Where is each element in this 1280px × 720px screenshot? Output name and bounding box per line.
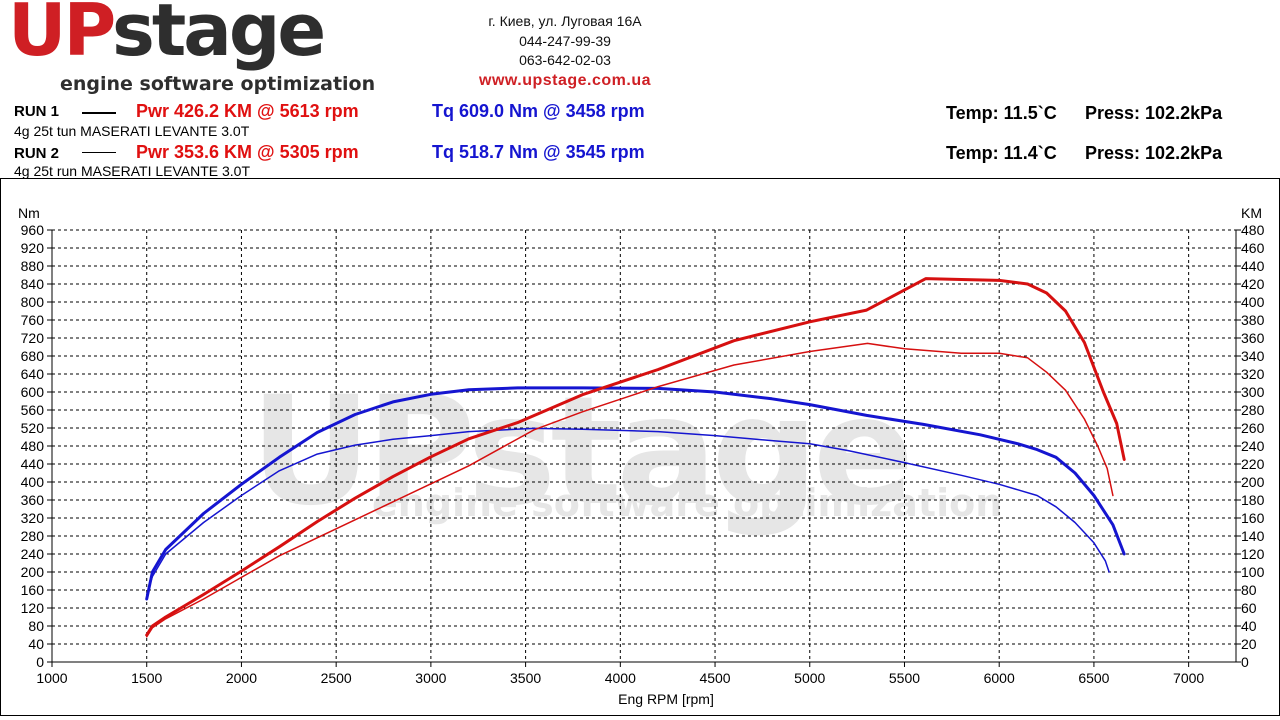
x-tick-label: 2000 [226, 670, 257, 686]
y-right-tick-label: 160 [1241, 510, 1265, 526]
y-right-tick-label: 200 [1241, 474, 1265, 490]
y-right-axis-title: KM [1241, 205, 1262, 221]
x-tick-label: 1500 [131, 670, 162, 686]
y-left-tick-label: 800 [21, 294, 45, 310]
y-left-tick-label: 80 [28, 618, 44, 634]
y-left-axis-title: Nm [18, 205, 40, 221]
y-right-tick-label: 420 [1241, 276, 1265, 292]
x-tick-label: 5500 [889, 670, 920, 686]
y-left-tick-label: 440 [21, 456, 45, 472]
y-left-tick-label: 320 [21, 510, 45, 526]
y-right-tick-label: 400 [1241, 294, 1265, 310]
y-left-tick-label: 640 [21, 366, 45, 382]
y-right-tick-label: 360 [1241, 330, 1265, 346]
y-left-tick-label: 200 [21, 564, 45, 580]
y-right-tick-label: 260 [1241, 420, 1265, 436]
address-text: г. Киев, ул. Луговая 16А [488, 13, 642, 29]
run-1-power: Pwr 426.2 KM @ 5613 rpm [136, 101, 359, 121]
y-right-tick-label: 120 [1241, 546, 1265, 562]
run-2-description: 4g 25t run MASERATI LEVANTE 3.0T [14, 163, 251, 179]
run-2-line-key [82, 152, 116, 153]
y-right-tick-label: 0 [1241, 654, 1249, 670]
y-left-tick-label: 960 [21, 222, 45, 238]
y-left-tick-label: 240 [21, 546, 45, 562]
y-left-tick-label: 280 [21, 528, 45, 544]
y-left-tick-label: 680 [21, 348, 45, 364]
y-right-tick-label: 340 [1241, 348, 1265, 364]
series-line-2 [145, 427, 1110, 596]
dyno-chart: UPstage engine software optimization 0 0 4… [0, 178, 1280, 716]
y-right-tick-label: 20 [1241, 636, 1257, 652]
phone-2-text: 063-642-02-03 [519, 52, 611, 68]
run-2-temp: Temp: 11.4`C [946, 143, 1057, 163]
y-right-tick-label: 460 [1241, 240, 1265, 256]
x-tick-label: 3500 [510, 670, 541, 686]
y-left-tick-label: 920 [21, 240, 45, 256]
y-right-tick-label: 280 [1241, 402, 1265, 418]
y-left-tick-label: 760 [21, 312, 45, 328]
y-right-tick-label: 480 [1241, 222, 1265, 238]
y-left-tick-label: 400 [21, 474, 45, 490]
y-right-tick-label: 440 [1241, 258, 1265, 274]
y-right-tick-label: 240 [1241, 438, 1265, 454]
run-2-power: Pwr 353.6 KM @ 5305 rpm [136, 142, 359, 162]
run-1-line-key [82, 112, 116, 114]
y-left-tick-label: 880 [21, 258, 45, 274]
brand-logo-up: UP [8, 0, 115, 72]
x-tick-label: 6500 [1078, 670, 1109, 686]
series-line-4 [145, 342, 1114, 638]
x-tick-label: 4500 [699, 670, 730, 686]
y-right-tick-label: 140 [1241, 528, 1265, 544]
run-2-label: RUN 2 [14, 145, 60, 162]
y-right-tick-label: 300 [1241, 384, 1265, 400]
y-left-tick-label: 560 [21, 402, 45, 418]
y-left-tick-label: 600 [21, 384, 45, 400]
y-right-tick-label: 60 [1241, 600, 1257, 616]
y-right-tick-label: 180 [1241, 492, 1265, 508]
series-line-1 [145, 386, 1126, 601]
y-left-tick-label: 720 [21, 330, 45, 346]
watermark: UPstage engine software optimization [250, 365, 1002, 539]
x-tick-label: 4000 [605, 670, 636, 686]
x-tick-label: 7000 [1173, 670, 1204, 686]
x-tick-label: 6000 [984, 670, 1015, 686]
run-1-temp: Temp: 11.5`C [946, 103, 1057, 123]
y-left-tick-label: 40 [28, 636, 44, 652]
y-right-tick-label: 40 [1241, 618, 1257, 634]
y-left-tick-label: 840 [21, 276, 45, 292]
y-right-tick-label: 320 [1241, 366, 1265, 382]
run-1-torque: Tq 609.0 Nm @ 3458 rpm [432, 101, 645, 121]
x-tick-label: 5000 [794, 670, 825, 686]
x-tick-label: 2500 [321, 670, 352, 686]
x-axis-title: Eng RPM [rpm] [618, 691, 714, 707]
y-right-tick-label: 220 [1241, 456, 1265, 472]
y-right-tick-label: 100 [1241, 564, 1265, 580]
brand-tagline: engine software optimization [60, 73, 376, 95]
x-tick-label: 3000 [415, 670, 446, 686]
run-1-description: 4g 25t tun MASERATI LEVANTE 3.0T [14, 123, 250, 139]
y-left-tick-label: 160 [21, 582, 45, 598]
brand-logo-rest: stage [111, 0, 326, 72]
run-1-label: RUN 1 [14, 103, 60, 120]
y-left-tick-label: 360 [21, 492, 45, 508]
y-left-tick-label: 120 [21, 600, 45, 616]
y-left-tick-label: 0 [36, 654, 44, 670]
website-link[interactable]: www.upstage.com.ua [479, 72, 651, 89]
brand-logo: UPstage [8, 0, 326, 66]
run-2-press: Press: 102.2kPa [1085, 143, 1223, 163]
run-1-press: Press: 102.2kPa [1085, 103, 1223, 123]
x-tick-label: 1000 [36, 670, 67, 686]
y-left-tick-label: 520 [21, 420, 45, 436]
watermark-sub-text: engine software optimization [372, 481, 1002, 525]
y-right-tick-label: 380 [1241, 312, 1265, 328]
run-2-torque: Tq 518.7 Nm @ 3545 rpm [432, 142, 645, 162]
y-right-tick-label: 80 [1241, 582, 1257, 598]
y-left-tick-label: 480 [21, 438, 45, 454]
phone-1-text: 044-247-99-39 [519, 33, 611, 49]
series-line-3 [145, 277, 1126, 637]
